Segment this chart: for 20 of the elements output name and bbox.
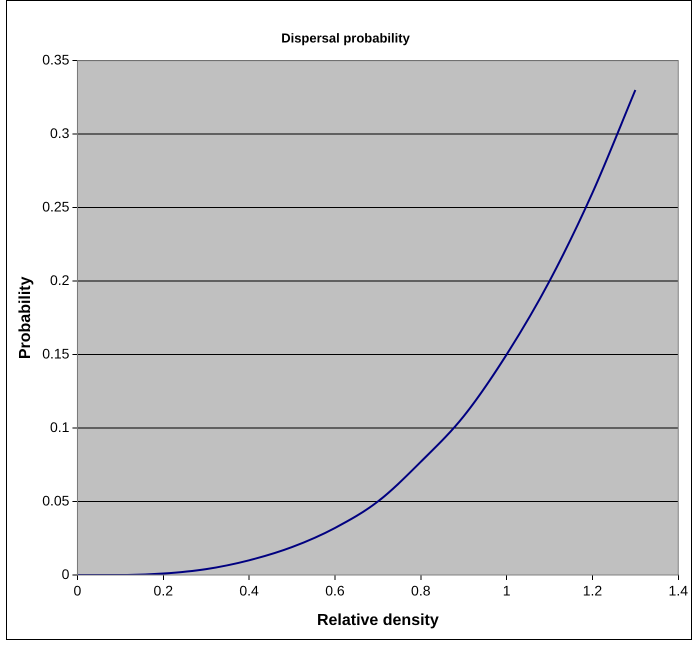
x-tick-label: 1.2 (582, 582, 602, 598)
y-tick-label: 0.25 (42, 198, 70, 214)
y-tick-label: 0.05 (42, 492, 70, 508)
y-axis-title: Probability (17, 276, 34, 360)
x-tick-label: 0.6 (325, 582, 345, 598)
line-series (77, 88, 636, 575)
chart-title: Dispersal probability (281, 30, 411, 46)
x-tick-label: 0 (74, 582, 82, 598)
y-tick-label: 0 (62, 566, 70, 582)
y-tick-label: 0.1 (50, 418, 70, 435)
x-tick-label: 1.4 (668, 582, 688, 598)
y-tick-label: 0.3 (50, 124, 70, 141)
x-axis-title: Relative density (316, 612, 439, 629)
x-tick-label: 0.2 (154, 582, 174, 598)
y-tick-label: 0.15 (42, 345, 70, 362)
x-tick-label: 1 (502, 582, 511, 598)
x-tick-label: 0.8 (411, 582, 431, 598)
y-tick-label: 0.2 (50, 272, 70, 288)
y-tick-label: 0.35 (42, 51, 70, 68)
x-tick-label: 0.4 (239, 582, 260, 598)
